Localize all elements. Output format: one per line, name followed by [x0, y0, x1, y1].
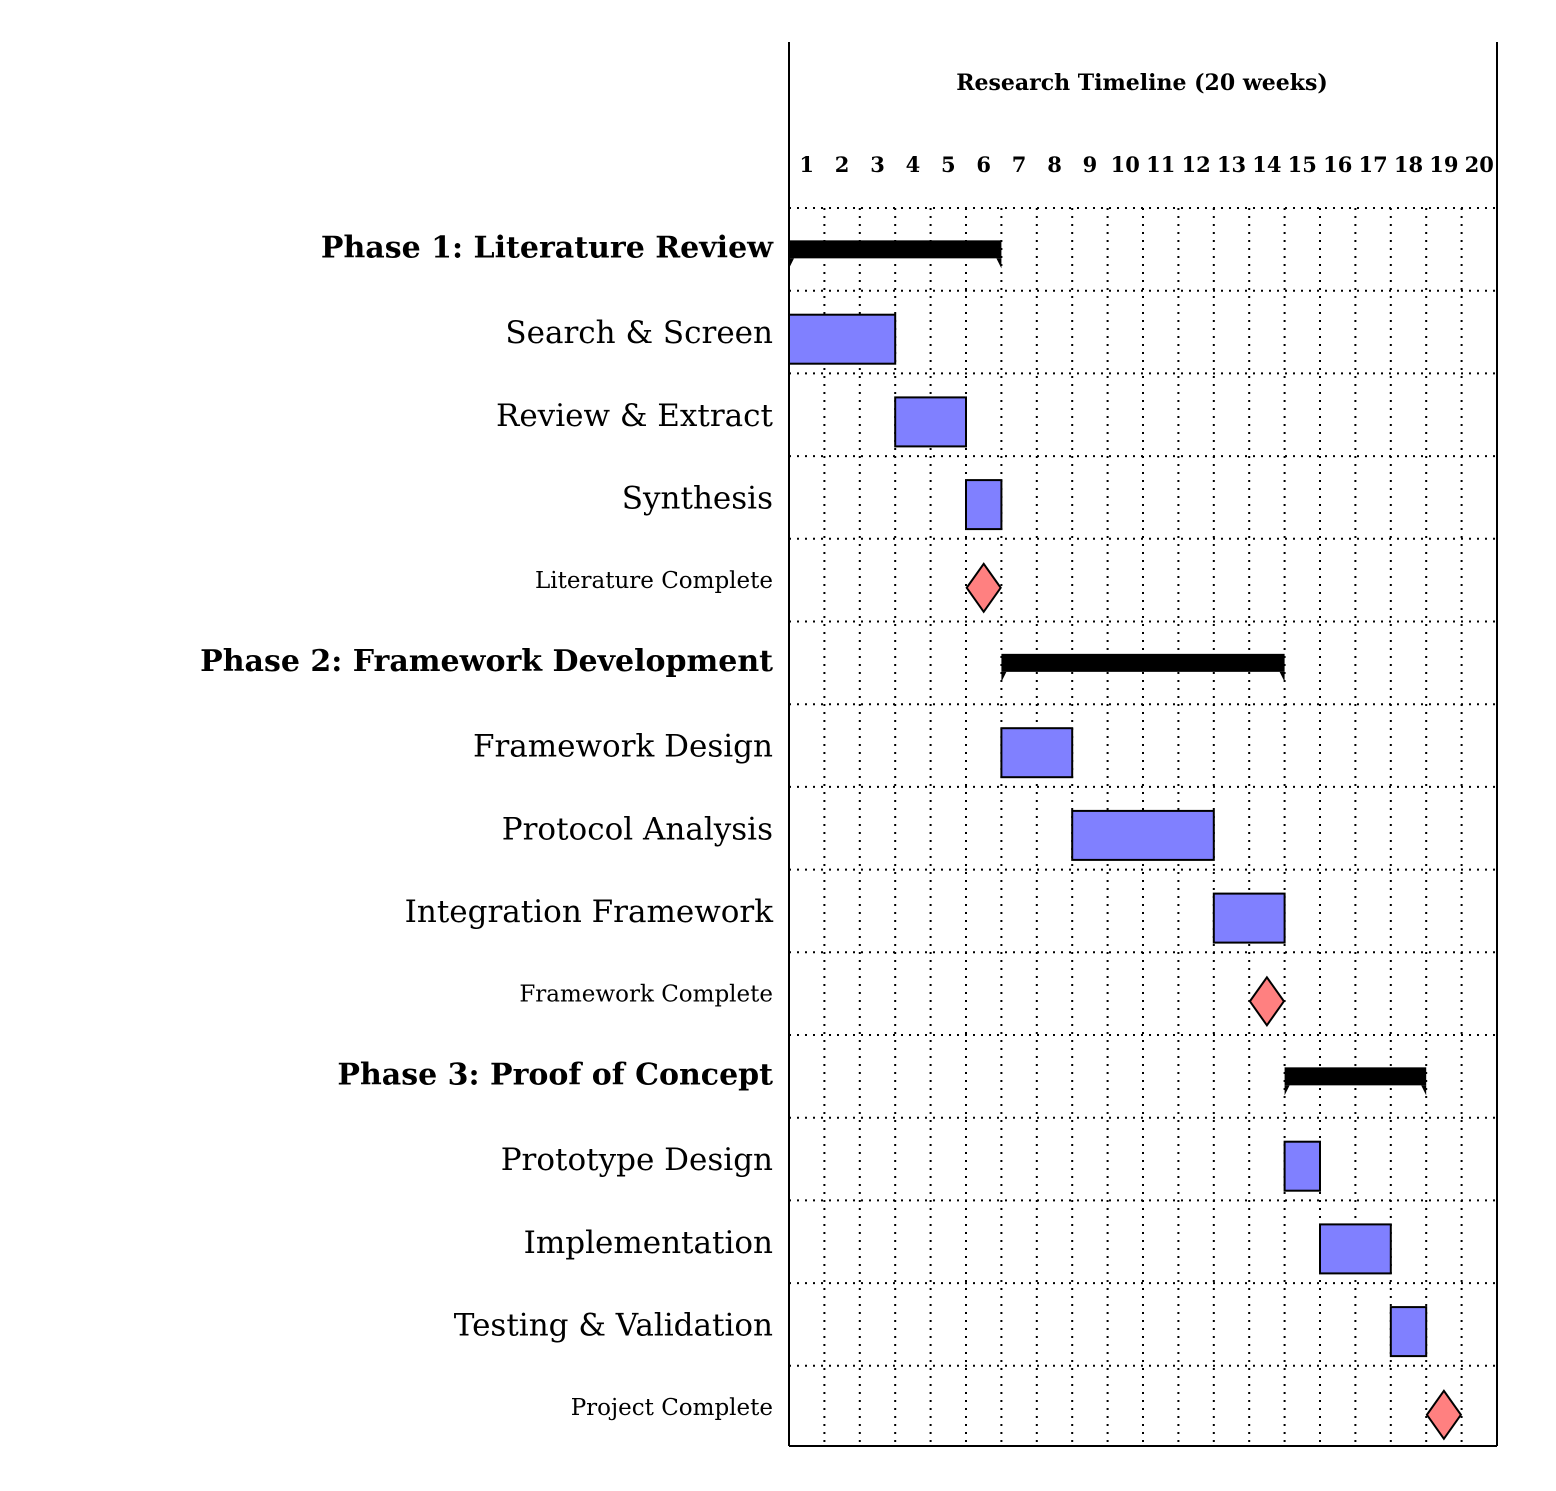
group-bar [1001, 653, 1285, 672]
group-bar-right-tip [996, 258, 1002, 269]
week-tick-label: 2 [835, 152, 850, 177]
week-tick-label: 8 [1047, 152, 1062, 177]
milestone-marker [1248, 975, 1286, 1028]
task-bar [1071, 809, 1215, 861]
week-ticks: 1 2 3 4 5 6 7 8 9 10 11 12 13 14 15 16 17 18 19 20 [799, 152, 1494, 177]
task-label: Framework Design [473, 729, 773, 765]
group-bar [1284, 1067, 1427, 1086]
task-label: Review & Extract [496, 398, 774, 434]
week-tick-label: 14 [1252, 152, 1281, 177]
task-label: Synthesis [622, 480, 773, 516]
chart-frame [788, 42, 1498, 1447]
gantt-row-group: Phase 2: Framework Development [200, 644, 1285, 682]
week-tick-label: 5 [941, 152, 956, 177]
task-bar [1000, 727, 1074, 779]
week-tick-label: 18 [1394, 152, 1423, 177]
group-label: Phase 2: Framework Development [200, 644, 773, 679]
gantt-row-task: Framework Design [473, 727, 1074, 779]
week-tick-label: 9 [1083, 152, 1098, 177]
milestone-marker [1425, 1389, 1463, 1441]
milestone-label: Literature Complete [535, 568, 773, 594]
task-bar [1212, 892, 1286, 944]
task-label: Testing & Validation [454, 1307, 773, 1343]
gantt-row-task: Synthesis [622, 479, 1003, 531]
gantt-row-task: Testing & Validation [454, 1306, 1428, 1358]
week-tick-label: 16 [1323, 152, 1352, 177]
week-tick-label: 11 [1146, 152, 1175, 177]
week-tick-label: 17 [1358, 152, 1387, 177]
gantt-row-task: Protocol Analysis [502, 809, 1215, 861]
group-bar-left-tip [1284, 1085, 1290, 1096]
grid [789, 207, 1497, 1446]
week-tick-label: 10 [1111, 152, 1140, 177]
gantt-row-milestone: Framework Complete [519, 975, 1286, 1028]
gantt-row-milestone: Project Complete [571, 1389, 1463, 1441]
gantt-row-task: Search & Screen [505, 313, 897, 365]
task-bar [1389, 1306, 1428, 1358]
milestone-label: Framework Complete [519, 982, 773, 1008]
group-bar-right-tip [1421, 1085, 1427, 1096]
week-tick-label: 4 [906, 152, 921, 177]
week-tick-label: 19 [1429, 152, 1458, 177]
gantt-row-milestone: Literature Complete [535, 562, 1002, 614]
chart-title: Research Timeline (20 weeks) [956, 70, 1328, 96]
week-tick-label: 13 [1217, 152, 1246, 177]
gantt-row-task: Integration Framework [405, 892, 1286, 944]
task-bar [1319, 1223, 1392, 1275]
milestone-marker [965, 562, 1002, 614]
gantt-row-group: Phase 3: Proof of Concept [337, 1057, 1427, 1096]
gantt-row-group: Phase 1: Literature Review [321, 230, 1002, 269]
week-tick-label: 7 [1012, 152, 1027, 177]
group-bar-left-tip [789, 258, 794, 269]
task-label: Prototype Design [501, 1142, 773, 1178]
group-bar [789, 240, 1002, 259]
task-label: Implementation [524, 1225, 773, 1261]
gantt-rows: Phase 1: Literature Review Search & Scree… [200, 230, 1463, 1441]
task-bar [894, 396, 968, 448]
gantt-row-task: Prototype Design [501, 1140, 1321, 1192]
week-tick-label: 12 [1181, 152, 1210, 177]
group-bar-right-tip [1279, 671, 1285, 682]
task-label: Protocol Analysis [502, 811, 773, 847]
group-bar-left-tip [1001, 671, 1007, 682]
task-bar [1283, 1140, 1321, 1192]
week-tick-label: 15 [1288, 152, 1317, 177]
milestone-label: Project Complete [571, 1395, 773, 1421]
task-label: Integration Framework [405, 894, 774, 930]
group-label: Phase 1: Literature Review [321, 230, 774, 265]
week-tick-label: 3 [870, 152, 885, 177]
gantt-row-task: Review & Extract [496, 396, 968, 448]
gantt-row-task: Implementation [524, 1223, 1392, 1275]
week-tick-label: 6 [976, 152, 991, 177]
week-tick-label: 20 [1465, 152, 1494, 177]
group-label: Phase 3: Proof of Concept [337, 1057, 773, 1092]
week-tick-label: 1 [799, 152, 814, 177]
task-label: Search & Screen [505, 315, 773, 351]
task-bar [965, 479, 1003, 531]
task-bar [788, 313, 897, 365]
